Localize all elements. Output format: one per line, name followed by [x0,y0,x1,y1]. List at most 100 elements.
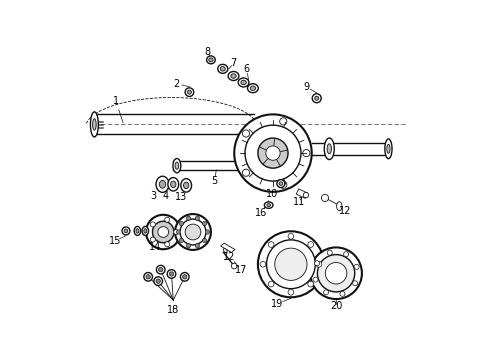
Circle shape [180,273,189,281]
Circle shape [150,222,155,227]
Circle shape [170,272,173,276]
Circle shape [179,221,184,226]
Ellipse shape [238,78,249,87]
Ellipse shape [223,248,227,253]
Text: 12: 12 [222,252,235,262]
Text: 10: 10 [266,189,278,199]
Text: 5: 5 [211,176,218,186]
Text: 11: 11 [294,197,306,207]
Circle shape [353,281,358,286]
Ellipse shape [93,119,96,130]
Ellipse shape [385,139,392,159]
Ellipse shape [247,84,258,93]
Circle shape [186,243,191,248]
Circle shape [258,231,324,297]
Ellipse shape [218,64,228,73]
Circle shape [231,263,237,269]
Ellipse shape [156,176,169,192]
Circle shape [186,216,191,221]
Ellipse shape [142,226,148,235]
Ellipse shape [173,158,181,173]
Ellipse shape [168,177,179,191]
Circle shape [267,240,315,289]
Text: 18: 18 [167,305,179,315]
Ellipse shape [185,88,194,96]
Ellipse shape [175,162,179,169]
Ellipse shape [183,182,189,189]
Circle shape [310,247,362,299]
Circle shape [268,242,274,247]
Text: 4: 4 [163,191,169,201]
Polygon shape [220,243,235,252]
Ellipse shape [241,80,246,85]
Bar [296,189,308,198]
Circle shape [323,290,329,295]
Ellipse shape [144,229,147,233]
Text: 6: 6 [244,64,250,74]
Circle shape [234,114,312,192]
Text: 14: 14 [148,242,161,252]
Circle shape [205,230,210,234]
Circle shape [354,264,359,269]
Circle shape [288,233,294,239]
Circle shape [260,261,266,267]
Circle shape [280,118,287,125]
Text: 1: 1 [113,96,119,106]
Text: 12: 12 [339,206,351,216]
Circle shape [159,267,163,272]
Circle shape [308,242,314,247]
Circle shape [150,237,155,242]
Ellipse shape [188,90,192,94]
Circle shape [315,261,319,266]
Circle shape [196,243,199,248]
Circle shape [243,169,249,176]
Circle shape [179,238,184,243]
Ellipse shape [228,72,239,81]
Circle shape [146,215,180,249]
Ellipse shape [250,86,256,90]
Ellipse shape [171,181,176,188]
Circle shape [313,277,318,282]
Circle shape [180,219,206,245]
Circle shape [340,291,345,296]
Circle shape [202,238,207,243]
Text: 2: 2 [174,79,180,89]
Circle shape [167,270,176,278]
Circle shape [318,255,355,292]
Ellipse shape [220,67,225,71]
Circle shape [165,217,170,222]
Circle shape [327,250,332,255]
Ellipse shape [122,227,130,235]
Ellipse shape [315,96,318,100]
Circle shape [176,230,181,234]
Ellipse shape [231,74,236,78]
Circle shape [154,277,163,285]
Circle shape [308,281,314,287]
Ellipse shape [267,204,270,207]
Circle shape [316,261,322,267]
Circle shape [158,226,169,237]
Text: 20: 20 [330,301,343,311]
Ellipse shape [279,182,283,185]
Circle shape [173,229,179,234]
Circle shape [343,252,349,257]
Ellipse shape [209,58,213,62]
Circle shape [303,149,310,157]
Text: 13: 13 [175,192,188,202]
Ellipse shape [207,56,215,64]
Circle shape [183,275,187,279]
Circle shape [325,262,347,284]
Circle shape [165,242,170,247]
Circle shape [156,265,165,274]
Text: 8: 8 [204,47,210,57]
Ellipse shape [277,180,285,188]
Ellipse shape [134,226,141,235]
Ellipse shape [159,180,166,188]
Text: 3: 3 [150,191,157,201]
Ellipse shape [265,202,273,208]
Circle shape [288,289,294,295]
Text: 17: 17 [235,265,247,275]
Circle shape [152,221,174,243]
Ellipse shape [387,144,390,153]
Text: 16: 16 [255,208,267,218]
